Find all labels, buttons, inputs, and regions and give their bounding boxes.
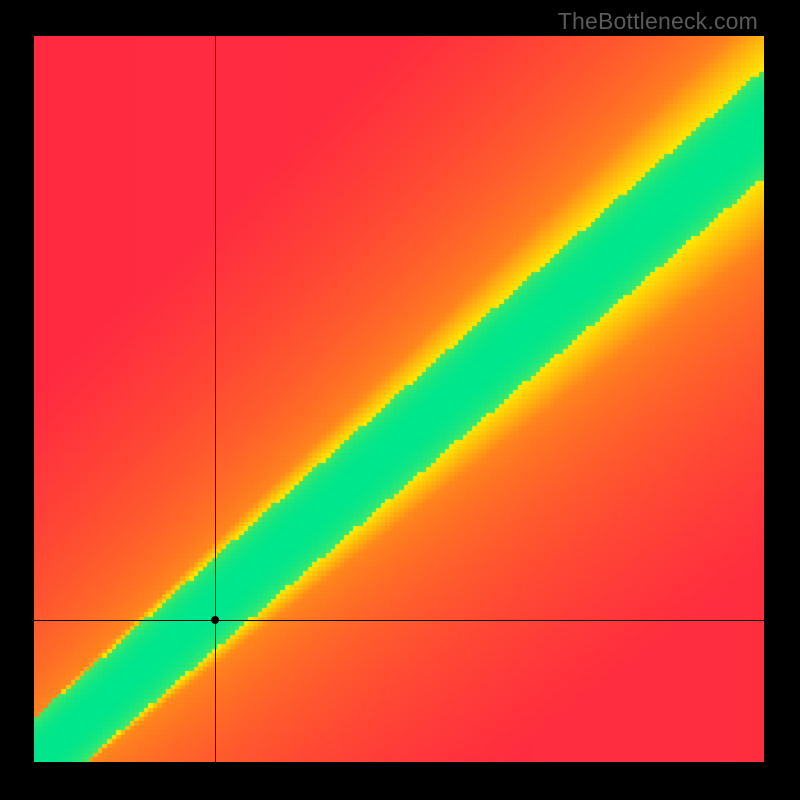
crosshair-marker-dot	[211, 616, 219, 624]
bottleneck-heatmap	[34, 36, 764, 762]
crosshair-vertical	[215, 36, 216, 762]
watermark-text: TheBottleneck.com	[558, 8, 758, 35]
crosshair-horizontal	[34, 620, 764, 621]
heatmap-canvas	[34, 36, 764, 762]
